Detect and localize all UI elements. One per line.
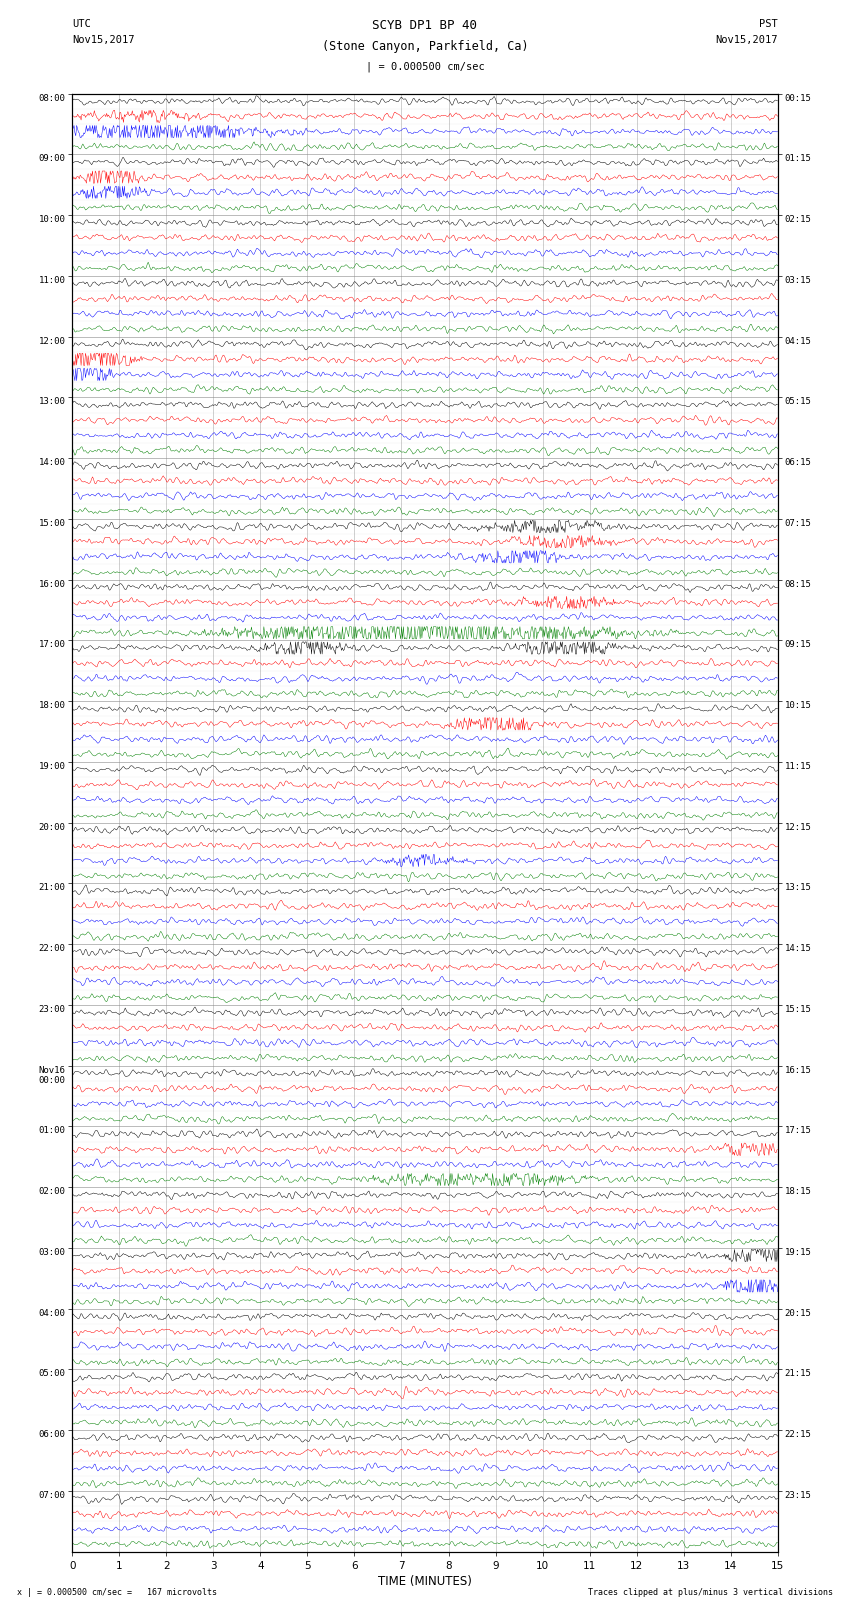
Text: Nov15,2017: Nov15,2017 [715,35,778,45]
Text: PST: PST [759,19,778,29]
Text: | = 0.000500 cm/sec: | = 0.000500 cm/sec [366,61,484,73]
Text: Nov15,2017: Nov15,2017 [72,35,135,45]
Text: SCYB DP1 BP 40: SCYB DP1 BP 40 [372,19,478,32]
Text: UTC: UTC [72,19,91,29]
Text: x | = 0.000500 cm/sec =   167 microvolts: x | = 0.000500 cm/sec = 167 microvolts [17,1587,217,1597]
Text: (Stone Canyon, Parkfield, Ca): (Stone Canyon, Parkfield, Ca) [321,40,529,53]
X-axis label: TIME (MINUTES): TIME (MINUTES) [378,1574,472,1587]
Text: Traces clipped at plus/minus 3 vertical divisions: Traces clipped at plus/minus 3 vertical … [588,1587,833,1597]
